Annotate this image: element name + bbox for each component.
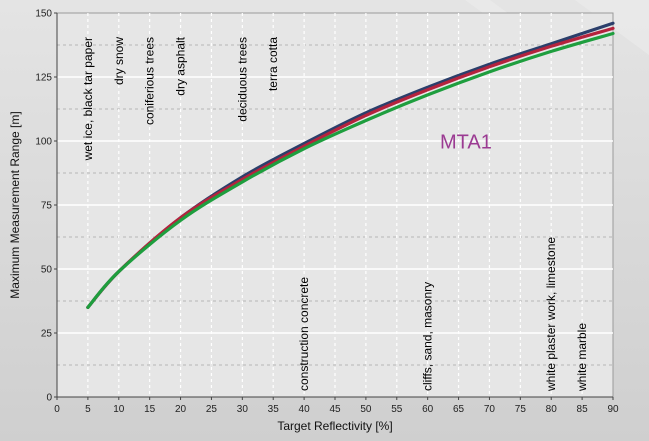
annotation-label: deciduous trees bbox=[235, 37, 249, 122]
x-tick-label: 70 bbox=[484, 404, 496, 415]
x-tick-label: 40 bbox=[299, 404, 311, 415]
annotation-label: coniferious trees bbox=[143, 37, 157, 125]
y-tick-label: 50 bbox=[41, 265, 53, 276]
x-axis-label: Target Reflectivity [%] bbox=[277, 419, 392, 433]
x-tick-label: 10 bbox=[113, 404, 125, 415]
x-tick-label: 45 bbox=[329, 404, 341, 415]
annotation-label: white plaster work, limestone bbox=[544, 237, 558, 392]
annotation-label: dry asphalt bbox=[174, 36, 188, 95]
series bbox=[86, 21, 615, 309]
x-tick-label: 15 bbox=[144, 404, 156, 415]
axes: 0 5 10 15 20 25 30 35 40 45 50 55 60 65 70 75 80 85 90 0 25 5… bbox=[35, 9, 619, 416]
x-tick-label: 20 bbox=[175, 404, 187, 415]
x-tick-label: 90 bbox=[607, 404, 619, 415]
y-tick-label: 150 bbox=[35, 9, 52, 20]
x-tick-label: 75 bbox=[515, 404, 527, 415]
series-label: MTA1 bbox=[440, 132, 492, 154]
x-tick-label: 85 bbox=[577, 404, 589, 415]
x-tick-label: 35 bbox=[268, 404, 280, 415]
y-tick-label: 125 bbox=[35, 73, 52, 84]
annotation-label: cliffs, sand, masonry bbox=[421, 282, 435, 391]
x-tick-label: 5 bbox=[85, 404, 91, 415]
annotation-label: construction concrete bbox=[297, 277, 311, 391]
annotation-label: dry snow bbox=[112, 37, 126, 85]
series-line-3 bbox=[86, 31, 615, 309]
annotations: wet ice, black tar paper dry snow coniferi… bbox=[81, 36, 589, 392]
x-tick-label: 50 bbox=[360, 404, 372, 415]
x-tick-label: 30 bbox=[237, 404, 249, 415]
annotation-label: terra cotta bbox=[266, 37, 280, 91]
annotation-label: wet ice, black tar paper bbox=[81, 37, 95, 161]
annotation-label: white marble bbox=[575, 323, 589, 392]
y-tick-label: 100 bbox=[35, 137, 52, 148]
y-tick-label: 25 bbox=[41, 329, 53, 340]
x-tick-label: 60 bbox=[422, 404, 434, 415]
y-axis-label: Maximum Measurement Range [m] bbox=[8, 111, 22, 298]
x-tick-label: 0 bbox=[54, 404, 60, 415]
y-tick-label: 0 bbox=[46, 393, 52, 404]
x-tick-label: 25 bbox=[206, 404, 218, 415]
y-tick-label: 75 bbox=[41, 201, 53, 212]
x-tick-label: 65 bbox=[453, 404, 465, 415]
grid bbox=[57, 13, 613, 397]
x-tick-label: 80 bbox=[546, 404, 558, 415]
x-tick-label: 55 bbox=[391, 404, 403, 415]
